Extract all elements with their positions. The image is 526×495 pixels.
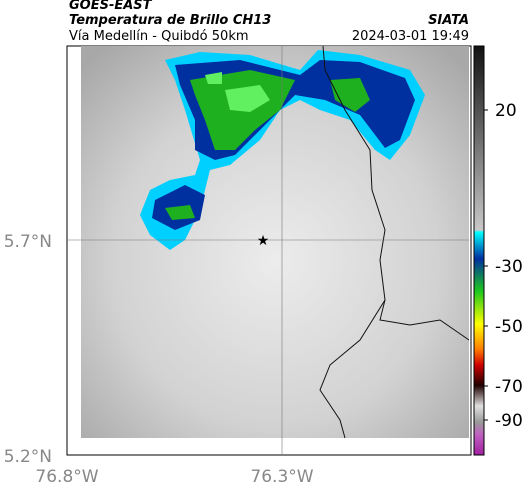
borders <box>319 45 470 439</box>
location-marker: ★ <box>257 233 270 249</box>
subtitle: Temperatura de Brillo CH13 <box>69 13 271 28</box>
lon-label: 76.3°W <box>250 467 313 487</box>
lon-label: 76.8°W <box>35 467 98 487</box>
colorbar-label: -50 <box>495 317 523 337</box>
lat-label: 5.2°N <box>4 447 52 467</box>
timestamp: 2024-03-01 19:49 <box>352 29 469 44</box>
lat-label: 5.7°N <box>4 232 52 252</box>
colorbar-ticks: 20 -30 -50 -70 -90 <box>484 101 523 431</box>
colorbar-label: 20 <box>495 101 517 121</box>
colorbar <box>473 45 485 456</box>
colorbar-label: -30 <box>495 257 523 277</box>
colorbar-label: -90 <box>495 411 523 431</box>
colorbar-label: -70 <box>495 377 523 397</box>
title: GOES-EAST <box>69 0 153 13</box>
source: SIATA <box>428 13 469 28</box>
cloud-cluster <box>140 50 425 250</box>
route: Vía Medellín - Quibdó 50km <box>69 29 249 44</box>
